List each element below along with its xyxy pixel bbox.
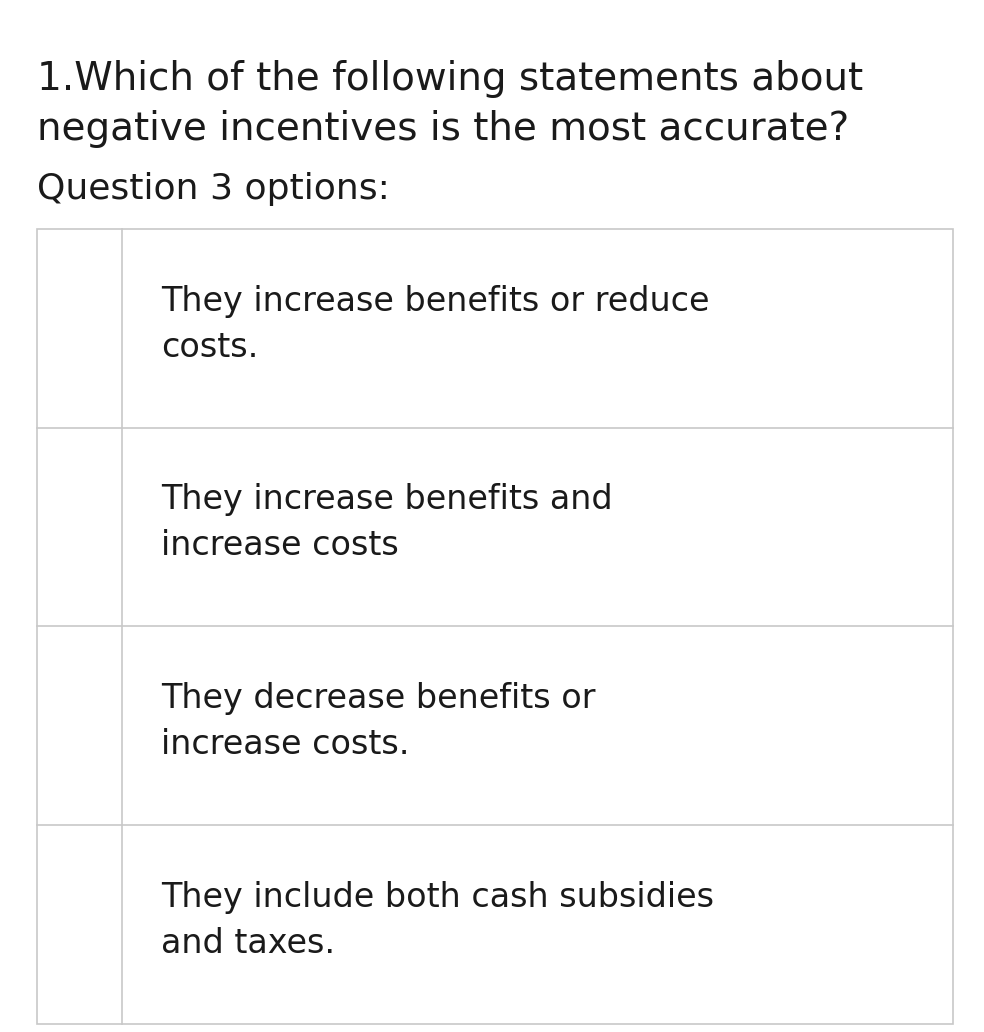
Bar	[37, 229, 953, 1024]
Text: Question 3 options:: Question 3 options:	[37, 172, 391, 206]
Text: They include both cash subsidies
and taxes.: They include both cash subsidies and tax…	[161, 880, 714, 960]
Text: They increase benefits or reduce
costs.: They increase benefits or reduce costs.	[161, 285, 709, 363]
Text: negative incentives is the most accurate?: negative incentives is the most accurate…	[37, 110, 849, 149]
Text: They increase benefits and
increase costs: They increase benefits and increase cost…	[161, 483, 613, 562]
Text: 1.Which of the following statements about: 1.Which of the following statements abou…	[37, 60, 864, 98]
Text: They decrease benefits or
increase costs.: They decrease benefits or increase costs…	[161, 682, 595, 761]
